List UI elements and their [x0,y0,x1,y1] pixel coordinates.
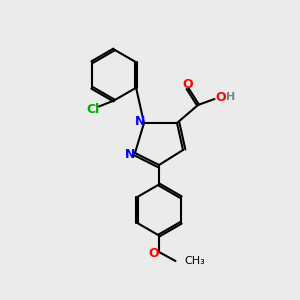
Text: Cl: Cl [86,103,100,116]
Text: O: O [216,91,226,104]
Text: N: N [125,148,136,161]
Text: O: O [182,78,193,92]
Text: CH₃: CH₃ [184,256,205,266]
Text: H: H [226,92,236,102]
Text: O: O [148,247,159,260]
Text: N: N [135,115,146,128]
